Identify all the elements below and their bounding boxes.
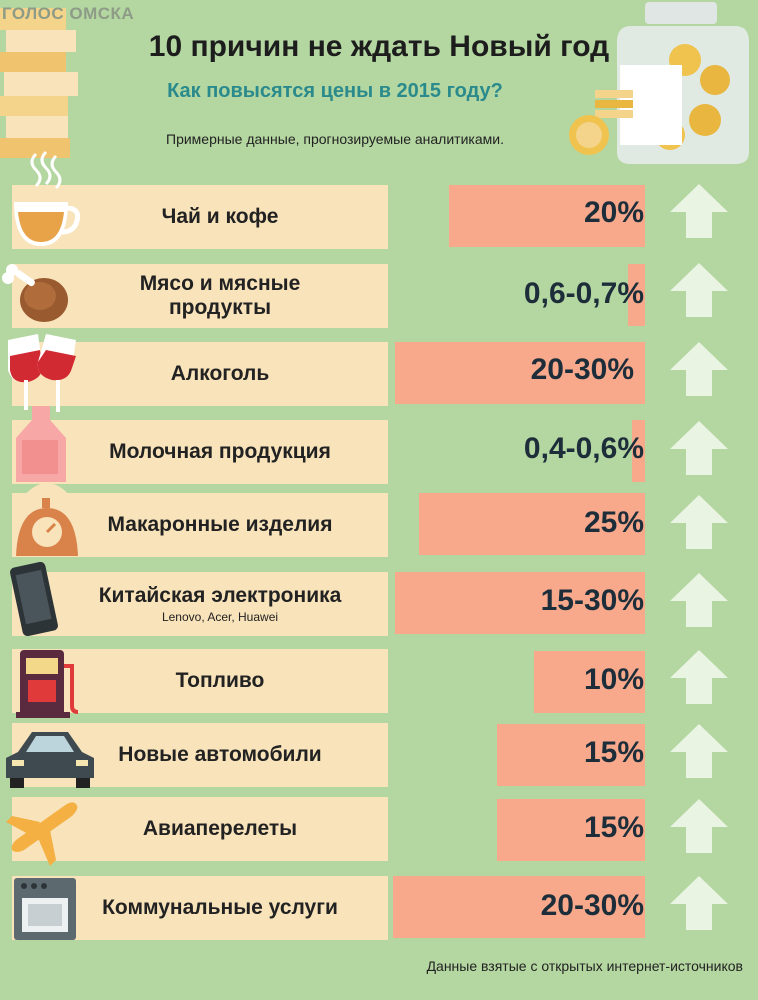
increase-value: 15-30% bbox=[540, 584, 644, 617]
increase-value: 25% bbox=[583, 506, 644, 539]
up-arrow-icon bbox=[670, 263, 728, 317]
up-arrow-icon bbox=[670, 184, 728, 238]
page-title: 10 причин не ждать Новый год bbox=[148, 30, 610, 63]
increase-value: 20-30% bbox=[540, 889, 644, 922]
item-label-text: Топливо bbox=[175, 668, 265, 692]
item-label-text: Китайская электроника bbox=[98, 583, 342, 607]
increase-value: 15% bbox=[583, 736, 644, 769]
up-arrow-icon bbox=[670, 495, 728, 549]
fuel-pump-icon bbox=[16, 650, 79, 718]
chicken-leg-icon bbox=[2, 264, 68, 322]
scale-icon bbox=[16, 483, 78, 556]
increase-value: 0,4-0,6% bbox=[523, 432, 644, 465]
up-arrow-icon bbox=[670, 342, 728, 396]
increase-bar bbox=[449, 185, 645, 247]
milk-bottle-icon bbox=[16, 406, 66, 482]
increase-bar bbox=[534, 651, 645, 713]
item-label-meat: Мясо и мясные продукты bbox=[12, 264, 388, 328]
increase-bar bbox=[393, 876, 645, 938]
up-arrow-icon bbox=[670, 421, 728, 475]
increase-bar bbox=[632, 420, 645, 482]
item-label-text: Авиаперелеты bbox=[142, 816, 298, 840]
item-label-text: Мясо и мясные продукты bbox=[139, 271, 301, 319]
item-label-text: Молочная продукция bbox=[109, 439, 331, 463]
item-label-text: Макаронные изделия bbox=[107, 512, 333, 536]
car-icon bbox=[6, 732, 94, 788]
item-label-dairy: Молочная продукция bbox=[12, 420, 388, 484]
item-sublabel: Lenovo, Acer, Huawei bbox=[161, 610, 279, 625]
item-label-fuel: Топливо bbox=[12, 649, 388, 713]
increase-bar bbox=[395, 342, 645, 404]
coin-jar-icon bbox=[569, 2, 749, 164]
page-subtitle: Как повысятся цены в 2015 году? bbox=[167, 80, 503, 102]
increase-value: 15% bbox=[583, 811, 644, 844]
increase-bar bbox=[628, 264, 645, 326]
increase-bar bbox=[497, 799, 645, 861]
item-label-text: Алкоголь bbox=[170, 361, 270, 385]
increase-bar bbox=[497, 724, 645, 786]
increase-bar bbox=[419, 493, 645, 555]
books-stack-icon bbox=[0, 8, 78, 158]
item-label-text: Чай и кофе bbox=[161, 204, 279, 228]
item-label-electronics: Китайская электроника Lenovo, Acer, Huaw… bbox=[12, 572, 388, 636]
increase-bar bbox=[395, 572, 645, 634]
up-arrow-icon bbox=[670, 799, 728, 853]
item-label-text: Новые автомобили bbox=[118, 742, 322, 766]
sources-footer: Данные взятые с открытых интернет-источн… bbox=[426, 958, 743, 974]
up-arrow-icon bbox=[670, 876, 728, 930]
increase-value: 20-30% bbox=[530, 353, 634, 386]
up-arrow-icon bbox=[670, 573, 728, 627]
increase-value: 0,6-0,7% bbox=[523, 277, 644, 310]
item-label-text: Коммунальные услуги bbox=[102, 895, 338, 919]
stove-icon bbox=[14, 878, 76, 940]
watermark: ГОЛОС ОМСКА bbox=[2, 4, 135, 23]
increase-value: 20% bbox=[583, 196, 644, 229]
up-arrow-icon bbox=[670, 650, 728, 704]
item-label-tea-coffee: Чай и кофе bbox=[12, 185, 388, 249]
item-label-cars: Новые автомобили bbox=[12, 723, 388, 787]
tea-cup-icon bbox=[14, 150, 81, 246]
analysts-note: Примерные данные, прогнозируемые аналити… bbox=[166, 131, 504, 147]
item-label-alcohol: Алкоголь bbox=[12, 342, 388, 406]
smartphone-icon bbox=[10, 562, 58, 637]
airplane-icon bbox=[6, 802, 78, 866]
increase-value: 10% bbox=[583, 663, 644, 696]
wine-glasses-icon bbox=[8, 334, 76, 412]
up-arrow-icon bbox=[670, 724, 728, 778]
